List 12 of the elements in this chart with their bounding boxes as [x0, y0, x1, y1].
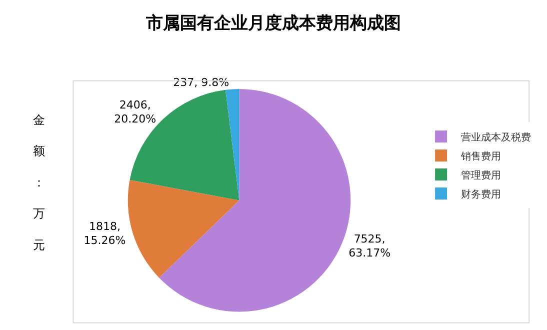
legend-label: 财务费用 — [461, 188, 502, 200]
pie-slice — [128, 180, 240, 278]
legend-label: 营业成本及税费 — [461, 131, 532, 144]
legend-label: 销售费用 — [460, 150, 502, 162]
data-label: 1818, 15.26% — [84, 220, 126, 248]
data-label: 7525, 63.17% — [348, 232, 391, 260]
chart-title: 市属国有企业月度成本费用构成图 — [145, 13, 401, 34]
data-label: 237, 9.8% — [173, 76, 230, 90]
legend-label: 管理费用 — [461, 169, 502, 182]
pie-slice — [159, 89, 351, 312]
text: 金额：万元 — [33, 113, 45, 252]
data-label: 2406, 20.20% — [114, 98, 156, 126]
